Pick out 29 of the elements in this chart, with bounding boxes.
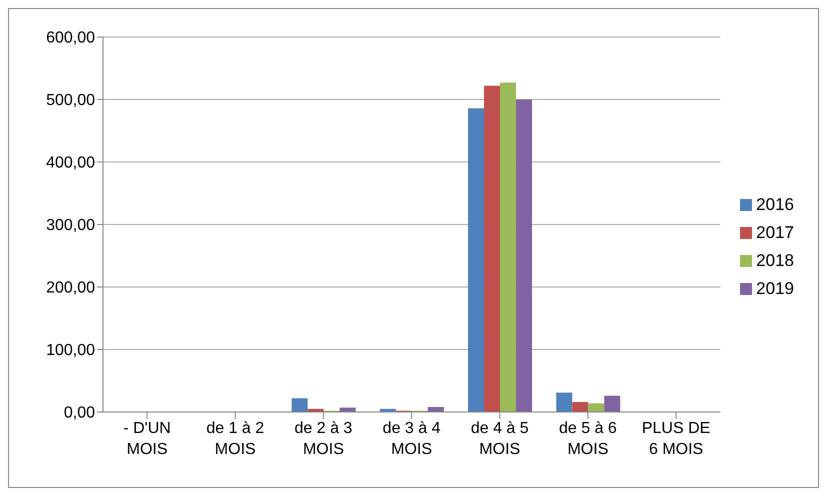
x-tick-label: de 2 à 3 MOIS (294, 420, 352, 458)
legend-label: 2017 (756, 222, 794, 242)
bar (428, 407, 444, 412)
y-tick-label: 500,00 (46, 92, 96, 110)
y-tick-label: 200,00 (46, 280, 96, 297)
legend-label: 2019 (756, 278, 794, 298)
legend-label: 2018 (756, 250, 794, 270)
y-tick-label: 300,00 (46, 217, 96, 234)
x-tick-label: PLUS DE 6 MOIS (642, 420, 710, 458)
bar (468, 108, 484, 412)
legend-label: 2016 (756, 194, 794, 214)
x-tick-label: de 5 à 6 MOIS (559, 420, 617, 458)
x-tick-label: - D'UN MOIS (123, 420, 171, 458)
y-tick-label: 600,00 (46, 30, 96, 47)
bar (292, 398, 308, 412)
bar (604, 396, 620, 412)
x-tick-label: de 3 à 4 MOIS (382, 420, 441, 458)
y-tick-label: 400,00 (46, 154, 96, 172)
bar (500, 82, 516, 412)
bar (340, 408, 356, 412)
x-tick-label: de 4 à 5 MOIS (470, 420, 529, 458)
x-tick-label: de 1 à 2 MOIS (206, 420, 264, 458)
bar (588, 403, 604, 412)
bar (484, 86, 500, 412)
bar (572, 402, 588, 412)
y-tick-label: 0,00 (64, 404, 96, 422)
y-tick-label: 100,00 (46, 342, 96, 360)
bar (556, 392, 572, 412)
bar (516, 100, 532, 412)
